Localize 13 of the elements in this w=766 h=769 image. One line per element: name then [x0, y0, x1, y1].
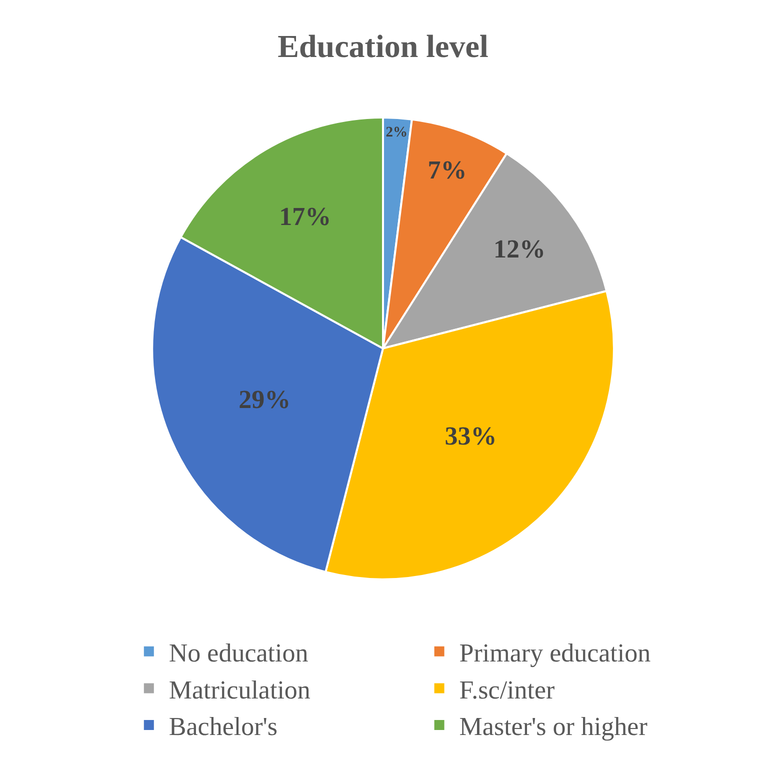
data-label: 2%	[386, 124, 408, 140]
legend-label: Bachelor's	[168, 712, 278, 742]
data-label: 12%	[494, 234, 546, 264]
legend-label: F.sc/inter	[459, 675, 556, 704]
legend-label: No education	[168, 638, 308, 668]
legend-label: Matriculation	[168, 675, 310, 704]
legend-label: Master's or higher	[459, 712, 648, 742]
data-label: 33%	[444, 422, 497, 451]
legend-label: Primary education	[459, 638, 651, 668]
chart-title: Education level	[278, 28, 488, 64]
data-label: 7%	[428, 156, 467, 185]
data-label: 17%	[279, 202, 332, 232]
data-label: 29%	[238, 385, 291, 414]
